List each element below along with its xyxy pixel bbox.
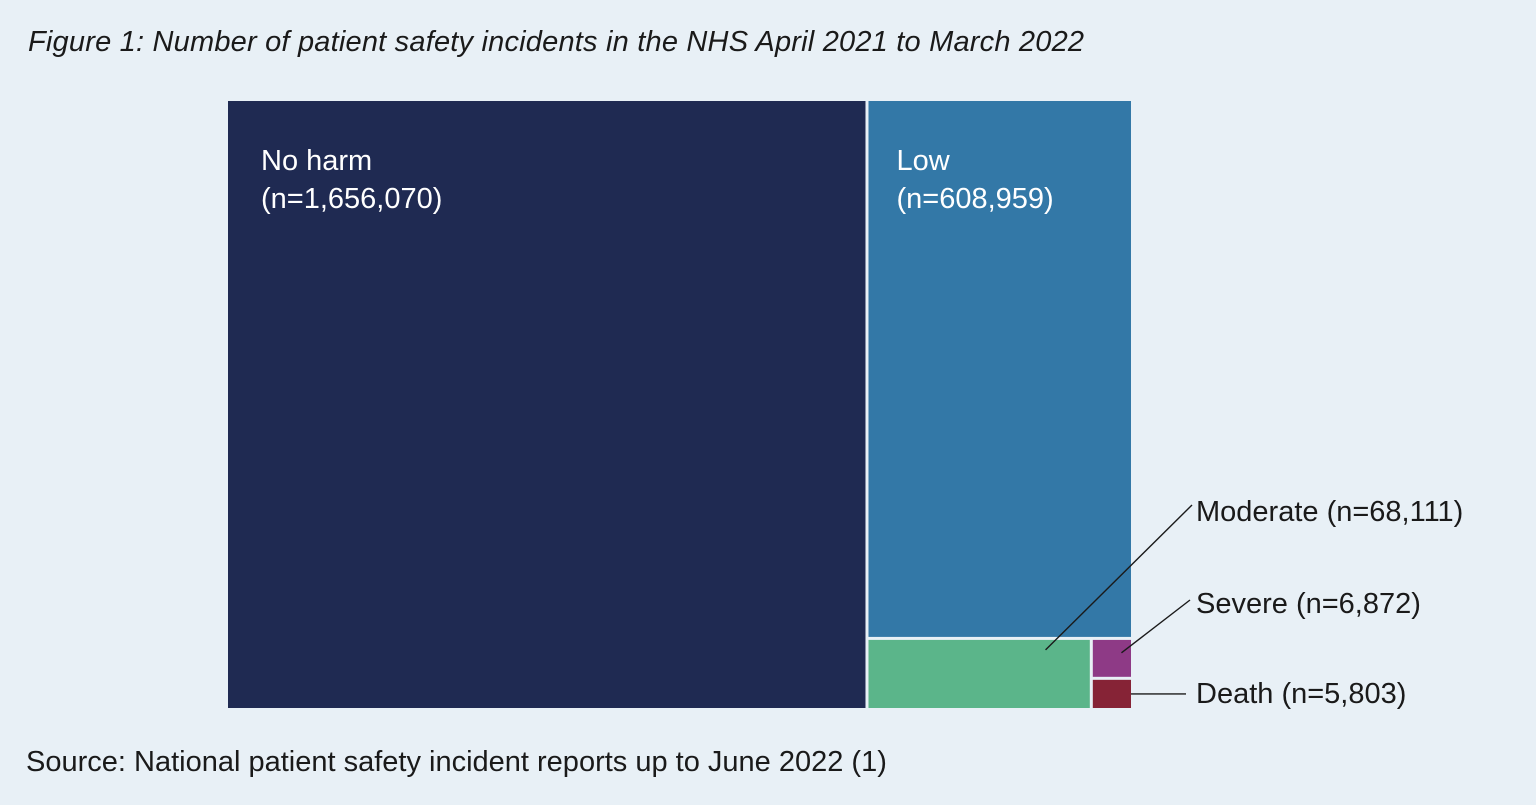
label-death: Death (n=5,803): [1196, 678, 1406, 710]
tile-low: [868, 101, 1131, 637]
label-low-name: Low: [896, 145, 950, 177]
chart-title: Figure 1: Number of patient safety incid…: [28, 26, 1085, 58]
tile-moderate: [868, 639, 1090, 708]
label-no-harm-name: No harm: [261, 145, 372, 177]
label-severe: Severe (n=6,872): [1196, 588, 1421, 620]
leader-line-moderate: [1045, 504, 1193, 651]
leader-line-severe: [1121, 599, 1191, 654]
tile-severe: [1092, 639, 1131, 677]
tile-death: [1092, 679, 1131, 708]
label-moderate: Moderate (n=68,111): [1196, 496, 1463, 528]
source-note: Source: National patient safety incident…: [26, 746, 887, 778]
label-no-harm-count: (n=1,656,070): [261, 183, 442, 215]
tile-no-harm: [228, 101, 866, 708]
label-low-count: (n=608,959): [896, 183, 1053, 215]
